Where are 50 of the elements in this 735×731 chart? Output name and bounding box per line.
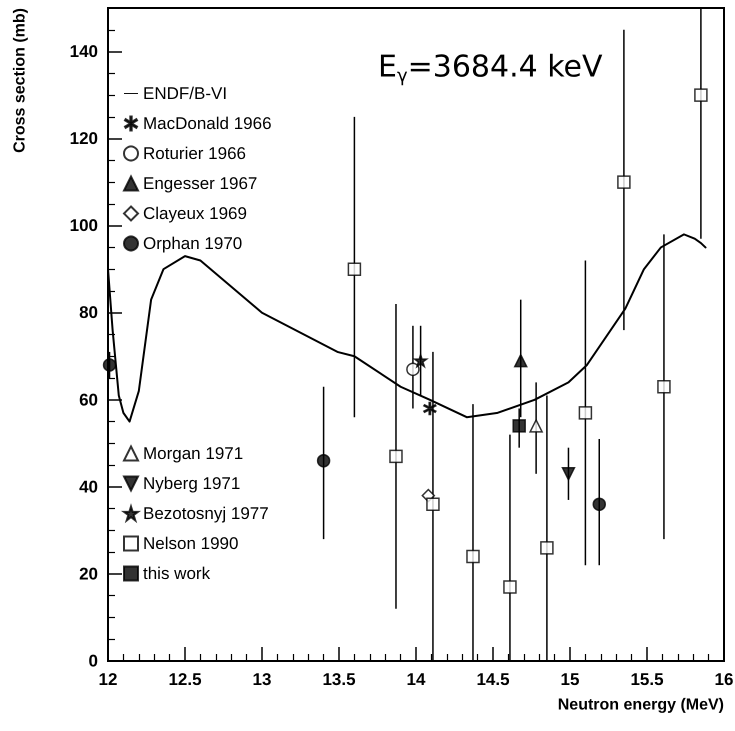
legend-label: Engesser 1967: [143, 174, 258, 193]
legend-label: this work: [143, 564, 211, 583]
legend-label: Roturier 1966: [143, 144, 246, 163]
point: [348, 262, 362, 276]
point: [592, 498, 606, 512]
point: [617, 175, 631, 189]
point: [578, 406, 592, 420]
x-tick-label: 13: [252, 670, 272, 689]
point: [466, 550, 480, 564]
x-tick-label: 15: [560, 670, 580, 689]
point: [694, 88, 708, 102]
x-tick-label: 15.5: [630, 670, 664, 689]
point: [512, 419, 526, 433]
y-tick-label: 120: [70, 129, 98, 148]
point: [657, 380, 671, 394]
legend-label: MacDonald 1966: [143, 114, 272, 133]
legend-label: Nelson 1990: [143, 534, 238, 553]
legend-label: Bezotosnyj 1977: [143, 504, 269, 523]
y-tick-label: 60: [79, 390, 98, 410]
y-tick-label: 20: [79, 564, 98, 584]
legend-label: Morgan 1971: [143, 444, 244, 463]
x-axis-title: Neutron energy (MeV): [558, 696, 724, 714]
legend-label: Orphan 1970: [143, 234, 242, 253]
point: [414, 354, 428, 368]
y-tick-label: 140: [70, 42, 98, 62]
point: [503, 580, 517, 594]
legend-label: Clayeux 1969: [143, 204, 247, 223]
y-tick-label: 0: [88, 652, 98, 670]
point: [406, 362, 420, 376]
legend-label: ENDF/B-VI: [143, 84, 228, 103]
y-tick-label: 80: [79, 303, 98, 322]
point: [423, 402, 437, 416]
point: [102, 358, 116, 372]
point: [540, 541, 554, 555]
x-tick-label: 16: [714, 670, 734, 689]
x-tick-label: 12.5: [168, 670, 202, 689]
y-axis-title: Cross section (mb): [12, 8, 28, 153]
point: [426, 498, 440, 512]
point: [316, 454, 330, 468]
x-tick-label: 13.5: [322, 670, 356, 689]
legend-label: Nyberg 1971: [143, 474, 240, 493]
point: [514, 354, 528, 368]
x-tick-label: 12: [98, 670, 118, 689]
point: [562, 467, 576, 481]
x-tick-label: 14: [406, 670, 426, 689]
y-tick-label: 40: [79, 477, 98, 496]
point: [529, 419, 543, 433]
point: [389, 450, 403, 464]
y-tick-label: 100: [70, 216, 98, 236]
x-tick-label: 14.5: [476, 670, 510, 689]
